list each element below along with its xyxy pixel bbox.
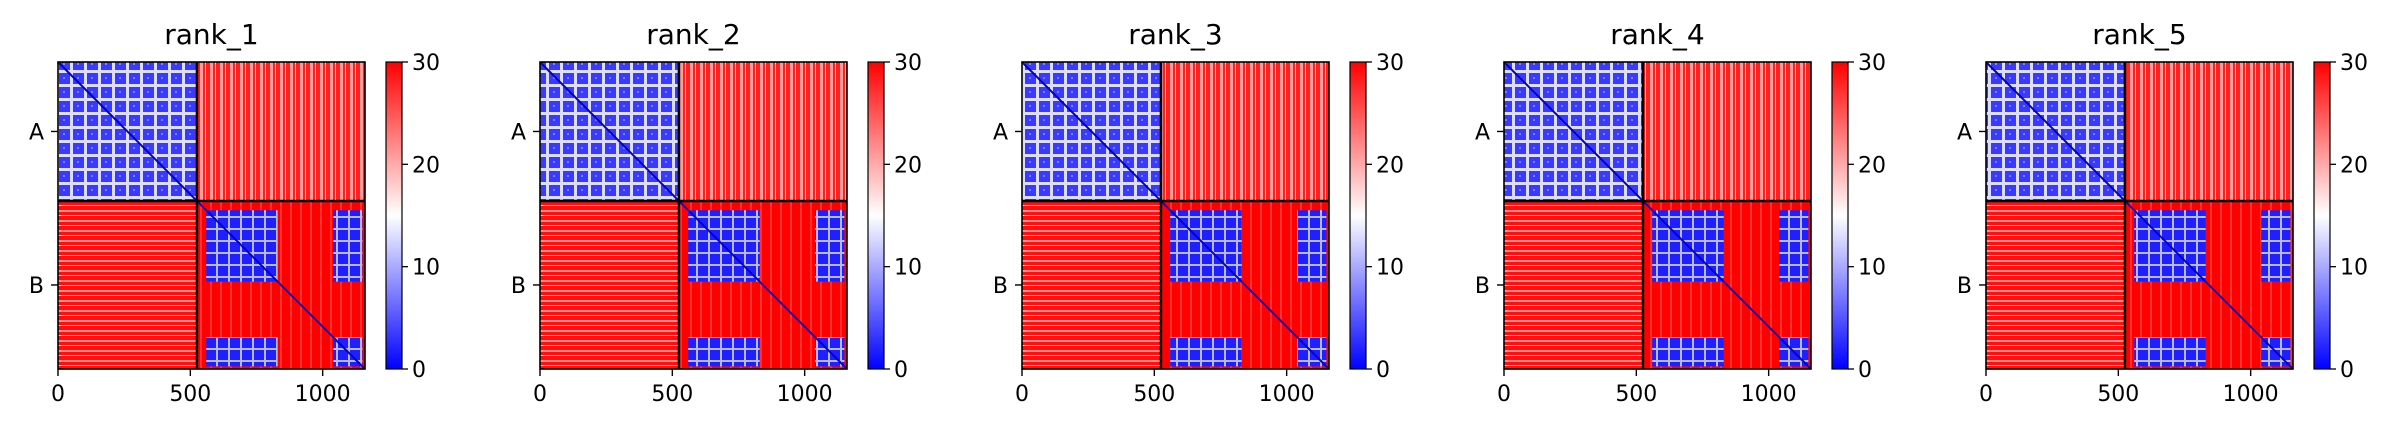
chain-label: B: [511, 274, 526, 299]
chain-label: A: [1475, 120, 1490, 145]
domain-patch: [1297, 210, 1327, 282]
block-a-b: [1642, 62, 1811, 201]
pae-heatmap: [1021, 61, 1330, 370]
x-tick-label: 0: [1979, 382, 1993, 407]
diagonal: [1021, 61, 1330, 370]
domain-patch: [206, 337, 278, 367]
chain-label: A: [511, 120, 526, 145]
axes-frame: [1985, 61, 2294, 370]
diagonal: [57, 61, 366, 370]
domain-patch: [1170, 337, 1242, 367]
x-tick-label: 1000: [1741, 382, 1797, 407]
x-tick-label: 1000: [295, 382, 351, 407]
block-a-b: [196, 62, 365, 201]
block-b-a: [1022, 200, 1161, 369]
colorbar: [385, 61, 403, 370]
colorbar-tick-label: 0: [1858, 358, 1872, 383]
x-tick-label: 0: [51, 382, 65, 407]
colorbar-tick-label: 10: [2340, 256, 2368, 281]
colorbar-tick-label: 30: [412, 51, 440, 76]
block-a-b: [1160, 62, 1329, 201]
chain-label: B: [993, 274, 1008, 299]
x-tick-label: 0: [1015, 382, 1029, 407]
panel-title: rank_1: [164, 18, 258, 51]
pae-heatmap: [57, 61, 366, 370]
x-tick-label: 0: [1497, 382, 1511, 407]
colorbar-tick-label: 20: [1376, 153, 1404, 178]
domain-patch: [1779, 210, 1809, 282]
colorbar-tick-label: 20: [2340, 153, 2368, 178]
block-b-a: [1986, 200, 2125, 369]
colorbar-tick-label: 30: [2340, 51, 2368, 76]
colorbar-tick-label: 0: [1376, 358, 1390, 383]
colorbar-tick-label: 0: [894, 358, 908, 383]
pae-heatmap: [539, 61, 848, 370]
x-tick-label: 500: [651, 382, 693, 407]
x-tick-label: 1000: [1259, 382, 1315, 407]
panel-5: rank_5 0 500 1000 A B 0 10 20 30: [1957, 18, 2368, 407]
domain-patch: [1652, 337, 1724, 367]
colorbar-tick-label: 30: [1858, 51, 1886, 76]
colorbar: [1831, 61, 1849, 370]
axes-frame: [1021, 61, 1330, 370]
colorbar-tick-label: 10: [1858, 256, 1886, 281]
axes-frame: [1503, 61, 1812, 370]
x-tick-label: 1000: [2223, 382, 2279, 407]
colorbar-tick-label: 0: [2340, 358, 2354, 383]
colorbar-tick-label: 10: [894, 256, 922, 281]
panel-3: rank_3 0 500 1000 A B 0 10 20 30: [993, 18, 1404, 407]
pae-heatmap: [1985, 61, 2294, 370]
chain-label: B: [1475, 274, 1490, 299]
x-tick-label: 500: [1615, 382, 1657, 407]
panel-title: rank_2: [646, 18, 740, 51]
panel-title: rank_5: [2092, 18, 2186, 51]
colorbar: [2313, 61, 2331, 370]
diagonal: [1985, 61, 2294, 370]
panel-4: rank_4 0 500 1000 A B 0 10 20 30: [1475, 18, 1886, 407]
colorbar: [1349, 61, 1367, 370]
x-tick-label: 500: [169, 382, 211, 407]
block-b-a: [540, 200, 679, 369]
x-tick-label: 0: [533, 382, 547, 407]
domain-patch: [2261, 210, 2291, 282]
x-tick-label: 500: [1133, 382, 1175, 407]
colorbar-tick-label: 30: [894, 51, 922, 76]
colorbar-tick-label: 10: [1376, 256, 1404, 281]
block-b-a: [58, 200, 197, 369]
axes-frame: [57, 61, 366, 370]
pae-heatmap: [1503, 61, 1812, 370]
domain-patch: [2134, 337, 2206, 367]
panel-1: rank_1 0 500 1000 A B 0 10 20 30: [29, 18, 440, 407]
chain-label: A: [29, 120, 44, 145]
colorbar-tick-label: 20: [1858, 153, 1886, 178]
x-tick-label: 500: [2097, 382, 2139, 407]
block-a-b: [2124, 62, 2293, 201]
domain-patch: [688, 337, 760, 367]
block-a-b: [678, 62, 847, 201]
chain-label: A: [993, 120, 1008, 145]
panel-title: rank_4: [1610, 18, 1704, 51]
diagonal: [1503, 61, 1812, 370]
chain-label: B: [1957, 274, 1972, 299]
block-b-a: [1504, 200, 1643, 369]
panel-2: rank_2 0 500 1000 A B 0 10 20 30: [511, 18, 922, 407]
axes-frame: [539, 61, 848, 370]
domain-patch: [333, 210, 363, 282]
domain-patch: [815, 210, 845, 282]
chain-label: A: [1957, 120, 1972, 145]
colorbar: [867, 61, 885, 370]
colorbar-tick-label: 30: [1376, 51, 1404, 76]
panel-title: rank_3: [1128, 18, 1222, 51]
chain-label: B: [29, 274, 44, 299]
diagonal: [539, 61, 848, 370]
colorbar-tick-label: 20: [894, 153, 922, 178]
colorbar-tick-label: 10: [412, 256, 440, 281]
x-tick-label: 1000: [777, 382, 833, 407]
colorbar-tick-label: 0: [412, 358, 426, 383]
colorbar-tick-label: 20: [412, 153, 440, 178]
